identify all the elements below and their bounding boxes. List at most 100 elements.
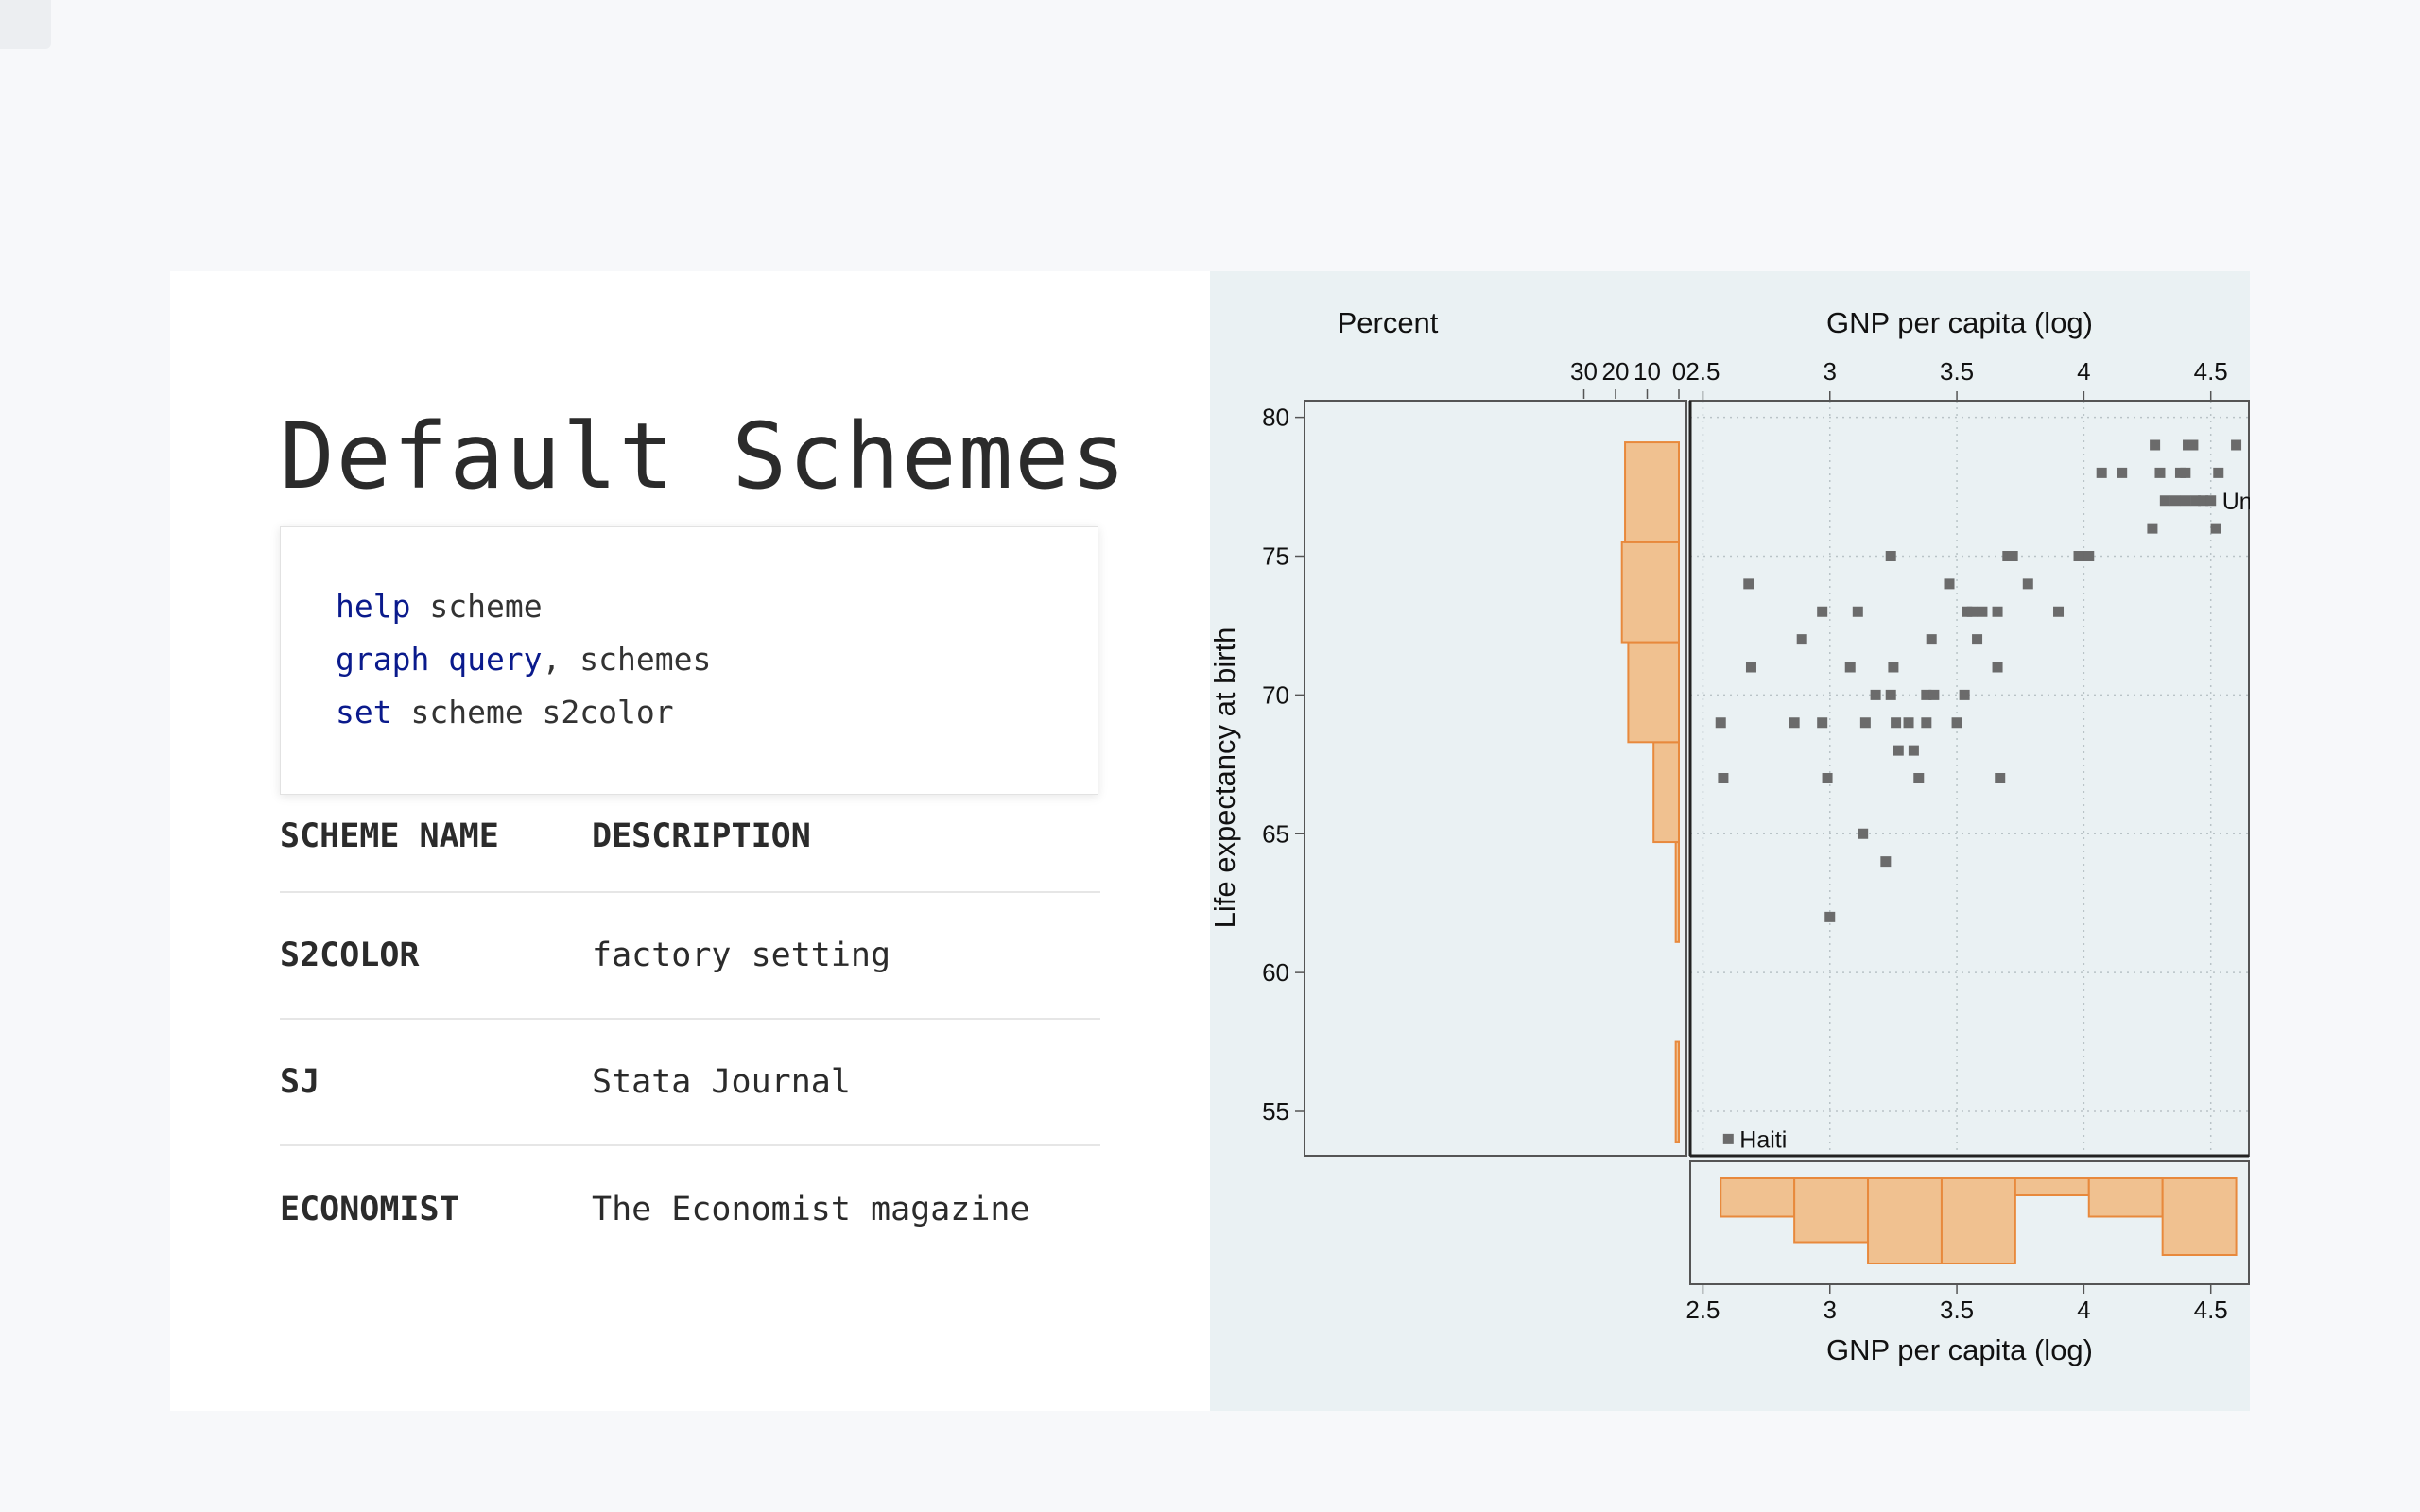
scatter-point [1870, 689, 1881, 700]
scatter-point [2073, 551, 2084, 561]
scatter-point [1959, 689, 1970, 700]
y-tick-label-left: 60 [1262, 958, 1289, 987]
point-label: Haiti [1739, 1126, 1787, 1153]
y-histogram-tick-label: 0 [1672, 357, 1685, 386]
y-histogram-axis-title: Percent [1338, 306, 1439, 339]
scatter-point [1926, 634, 1937, 645]
y-histogram-bar [1674, 1040, 1680, 1143]
scatter-point [1718, 773, 1729, 783]
scatter-point [2205, 495, 2217, 507]
chart-panel: 3020100Percent01020Percent2.52.5333.53.5… [1210, 271, 2250, 1411]
scatter-point [2154, 467, 2166, 478]
scatter-point [1715, 717, 1726, 729]
table-row: SJ Stata Journal [280, 1020, 1100, 1146]
slide-text-panel: Default Schemes help scheme graph query,… [170, 271, 1210, 1411]
code-keyword: graph query [336, 641, 543, 678]
scatter-point [2096, 467, 2107, 478]
scatter-point [1928, 689, 1940, 700]
scatter-point [1885, 689, 1896, 700]
header-description: DESCRIPTION [592, 817, 811, 855]
scatter-point [1972, 634, 1983, 645]
y-histogram-tick-label: 20 [1602, 357, 1630, 386]
code-block: help scheme graph query, schemes set sch… [280, 526, 1098, 795]
x-tick-label-bottom: 2.5 [1685, 1296, 1720, 1324]
scatter-point [1880, 856, 1892, 868]
scatter-point [1893, 745, 1904, 756]
slide: Default Schemes help scheme graph query,… [170, 271, 2250, 1411]
scatter-point [1903, 717, 1914, 729]
x-histogram-bar [1720, 1177, 1796, 1218]
code-text: scheme [410, 588, 543, 625]
y-histogram-tick-label: 30 [1570, 357, 1598, 386]
scatter-point [1817, 606, 1828, 617]
scatter-plot-frame [1689, 400, 2250, 1157]
code-text: , schemes [542, 641, 712, 678]
scatter-point [1822, 773, 1833, 783]
scatter-point [2117, 467, 2128, 478]
header-scheme-name: SCHEME NAME [280, 817, 499, 855]
y-tick-label-left: 75 [1262, 542, 1289, 571]
y-histogram-bar [1627, 641, 1680, 744]
scatter-point [2150, 439, 2161, 451]
scatter-point [2147, 523, 2158, 534]
scatter-point [1944, 578, 1955, 590]
scatter-point [1888, 662, 1899, 673]
x-tick-label-top: 2.5 [1685, 357, 1720, 386]
x-histogram-bar [1793, 1177, 1870, 1244]
scatter-point [1817, 717, 1828, 729]
y-tick-label-left: 80 [1262, 404, 1289, 432]
scheme-name-cell: SJ [280, 1063, 320, 1101]
scatter-point [1844, 662, 1856, 673]
x-tick-label-bottom: 4.5 [2194, 1296, 2228, 1324]
scatter-point [2022, 578, 2033, 590]
code-text: scheme s2color [391, 694, 674, 730]
scatter-point [1992, 662, 2003, 673]
scatter-point [1796, 634, 1807, 645]
scheme-name-cell: S2COLOR [280, 936, 420, 974]
scatter-point [2169, 495, 2181, 507]
y-histogram-bar [1620, 541, 1681, 644]
y-histogram-bar [1674, 841, 1680, 943]
y-tick-label-left: 55 [1262, 1097, 1289, 1125]
x-histogram-bar [1867, 1177, 1943, 1264]
scatter-point [1743, 578, 1754, 590]
scatter-point [1824, 911, 1836, 922]
scatter-point [2213, 467, 2224, 478]
scatter-point [2190, 495, 2202, 507]
code-keyword: help [336, 588, 411, 625]
scatter-histogram-chart: 3020100Percent01020Percent2.52.5333.53.5… [1210, 306, 2250, 1366]
scatter-point [1745, 662, 1756, 673]
scatter-point [2187, 439, 2199, 451]
code-keyword: set [336, 694, 392, 730]
y-axis-title-left: Life expectancy at birth [1210, 627, 1241, 929]
scatter-point [2180, 467, 2191, 478]
y-histogram-bar [1624, 441, 1680, 543]
scheme-table: SCHEME NAME DESCRIPTION S2COLOR factory … [280, 810, 1100, 1273]
scatter-point [2053, 606, 2065, 617]
scatter-point [1951, 717, 1962, 729]
scatter-point [1995, 773, 2006, 783]
scatter-point [2180, 495, 2191, 507]
scatter-point [1852, 606, 1863, 617]
x-axis-title-bottom: GNP per capita (log) [1826, 1333, 2093, 1366]
y-histogram-bar [1652, 741, 1681, 844]
scatter-point [1858, 828, 1869, 839]
scatter-point [1722, 1133, 1734, 1144]
x-tick-label-top: 4 [2077, 357, 2090, 386]
scheme-name-cell: ECONOMIST [280, 1191, 459, 1228]
x-histogram-bar [2087, 1177, 2164, 1218]
x-tick-label-top: 4.5 [2194, 357, 2228, 386]
point-label: United States [2222, 489, 2250, 515]
x-histogram-bar [2014, 1177, 2090, 1196]
scatter-point [1977, 606, 1988, 617]
x-tick-label-top: 3.5 [1940, 357, 1974, 386]
x-histogram-bar [1940, 1177, 2016, 1264]
x-histogram-frame [1689, 1160, 2250, 1285]
scatter-point [1885, 551, 1896, 561]
scheme-description-cell: The Economist magazine [592, 1191, 1030, 1228]
table-row: S2COLOR factory setting [280, 893, 1100, 1020]
scatter-point [2083, 551, 2095, 561]
code-line-set-scheme: set scheme s2color [336, 686, 1098, 739]
x-axis-title-top: GNP per capita (log) [1826, 306, 2093, 339]
scatter-point [2198, 495, 2209, 507]
